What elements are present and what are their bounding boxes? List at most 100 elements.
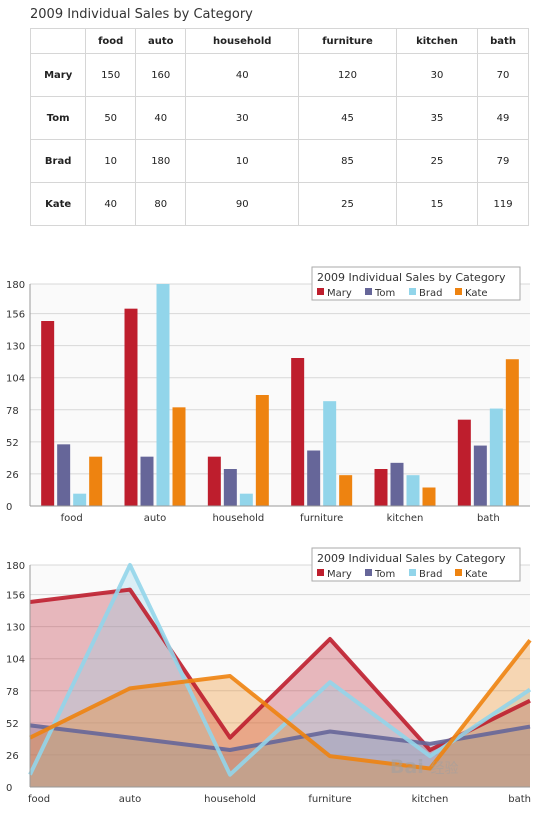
bar-tom: [140, 456, 154, 506]
legend-label-kate: Kate: [465, 288, 488, 299]
bar-brad: [156, 284, 170, 506]
row-header: Kate: [29, 182, 87, 226]
line-tom: [29, 723, 531, 752]
corner-cell: [29, 28, 87, 54]
table-row: Brad 10 180 10 85 25 79: [29, 139, 529, 183]
legend-label-kate: Kate: [465, 569, 488, 580]
table-header-row: food auto household furniture kitchen ba…: [29, 28, 529, 54]
table-cell: 45: [298, 96, 397, 140]
bar-mary: [457, 419, 471, 506]
table-cell: 10: [85, 139, 137, 183]
area-chart: 0 26 52 78 104 130 156 180 food auto household furn…: [6, 547, 532, 805]
x-tick-label: kitchen: [412, 794, 449, 805]
legend-swatch-mary: [317, 288, 324, 295]
plot-background: [30, 284, 530, 506]
baidu-watermark: Bai 经验: [390, 756, 458, 778]
bar-kate: [172, 407, 186, 506]
table-cell: 120: [298, 53, 397, 97]
y-tick-label: 0: [6, 783, 12, 794]
y-tick-label: 180: [6, 561, 25, 572]
table-cell: 40: [185, 53, 300, 97]
table-cell: 30: [395, 53, 479, 97]
legend-swatch-tom: [365, 569, 372, 576]
bar-brad: [239, 493, 253, 506]
legend-swatch-brad: [409, 288, 416, 295]
x-tick-label: auto: [119, 794, 142, 805]
bar-tom: [473, 445, 487, 506]
table-cell: 85: [298, 139, 397, 183]
row-header: Mary: [29, 53, 87, 97]
bar-brad: [73, 493, 87, 506]
legend-title: 2009 Individual Sales by Category: [317, 271, 506, 284]
bar-tom: [390, 462, 404, 506]
table-row: Tom 50 40 30 45 35 49: [29, 96, 529, 140]
y-tick-label: 52: [6, 438, 19, 449]
column-header: furniture: [298, 28, 397, 54]
table-cell: 70: [477, 53, 529, 97]
x-tick-label: bath: [477, 513, 500, 524]
table-cell: 25: [298, 182, 397, 226]
table-cell: 35: [395, 96, 479, 140]
legend-label-mary: Mary: [327, 288, 352, 299]
y-tick-label: 130: [6, 623, 25, 634]
table-cell: 30: [185, 96, 300, 140]
legend-label-tom: Tom: [374, 288, 395, 299]
y-tick-label: 130: [6, 342, 25, 353]
bar-mary: [124, 308, 138, 506]
bar-brad: [489, 408, 503, 506]
bar-kate: [339, 475, 353, 506]
bar-kate: [89, 456, 103, 506]
table-cell: 40: [85, 182, 137, 226]
legend-swatch-mary: [317, 569, 324, 576]
column-header: household: [185, 28, 300, 54]
bar-kate: [505, 359, 519, 506]
table-cell: 49: [477, 96, 529, 140]
legend-label-brad: Brad: [419, 288, 442, 299]
bar-tom: [307, 450, 321, 506]
x-tick-label: household: [204, 794, 256, 805]
watermark-brand: Bai: [390, 756, 424, 778]
bar-tom: [223, 469, 237, 506]
table-cell: 80: [135, 182, 187, 226]
table-cell: 15: [395, 182, 479, 226]
column-header: auto: [135, 28, 187, 54]
bar-mary: [41, 321, 55, 506]
y-tick-label: 78: [6, 406, 19, 417]
bar-mary: [291, 358, 305, 506]
bar-mary: [374, 469, 388, 506]
legend-title: 2009 Individual Sales by Category: [317, 552, 506, 565]
bar-kate: [422, 487, 436, 506]
legend-label-tom: Tom: [374, 569, 395, 580]
legend-swatch-brad: [409, 569, 416, 576]
table-cell: 79: [477, 139, 529, 183]
table-cell: 150: [85, 53, 137, 97]
x-tick-label: food: [61, 513, 83, 524]
bar-mary: [207, 456, 221, 506]
area-kate: [30, 640, 530, 787]
watermark-suffix: 经验: [430, 761, 459, 777]
bar-brad: [406, 475, 420, 506]
table-cell: 180: [135, 139, 187, 183]
column-header: food: [85, 28, 137, 54]
table-cell: 90: [185, 182, 300, 226]
table-cell: 40: [135, 96, 187, 140]
table-cell: 25: [395, 139, 479, 183]
legend-swatch-kate: [455, 569, 462, 576]
column-header: kitchen: [395, 28, 479, 54]
sales-table: food auto household furniture kitchen ba…: [29, 28, 529, 226]
y-tick-label: 26: [6, 751, 19, 762]
bar-kate: [255, 395, 269, 506]
y-tick-label: 78: [6, 687, 19, 698]
legend-swatch-tom: [365, 288, 372, 295]
x-tick-label: household: [212, 513, 264, 524]
y-tick-label: 180: [6, 280, 25, 291]
y-tick-label: 156: [6, 591, 25, 602]
row-header: Tom: [29, 96, 87, 140]
y-tick-label: 104: [6, 374, 25, 385]
table-row: Kate 40 80 90 25 15 119: [29, 182, 529, 226]
area-tom: [30, 725, 530, 787]
legend-label-brad: Brad: [419, 569, 442, 580]
x-tick-label: auto: [144, 513, 167, 524]
x-tick-label: furniture: [300, 513, 343, 524]
x-tick-label: kitchen: [387, 513, 424, 524]
